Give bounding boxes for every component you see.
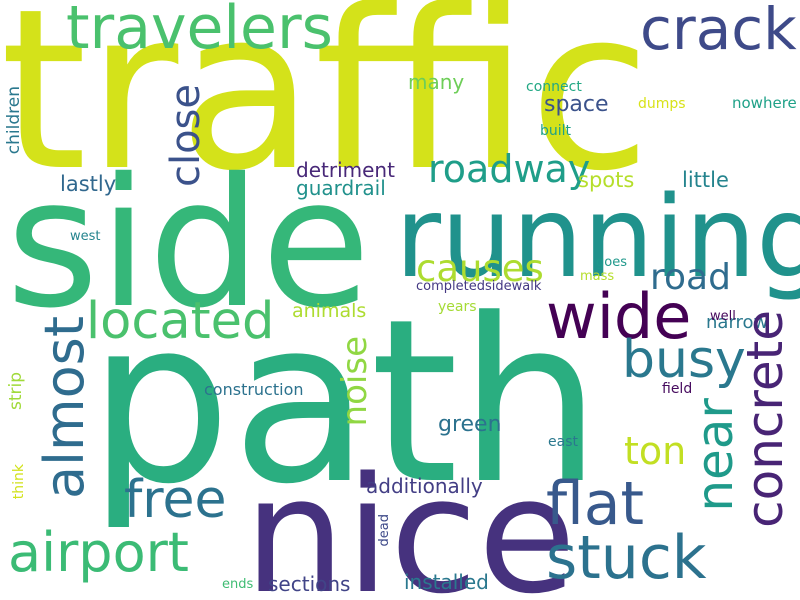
- word-construction: construction: [204, 380, 304, 399]
- word-mass: mass: [580, 269, 615, 284]
- word-east: east: [548, 434, 578, 450]
- word-side: side: [6, 140, 371, 347]
- word-free: free: [124, 470, 227, 530]
- word-nowhere: nowhere: [732, 94, 797, 112]
- word-flat: flat: [546, 469, 645, 539]
- word-additionally: additionally: [366, 474, 483, 498]
- word-years: years: [438, 299, 477, 315]
- word-goes: goes: [596, 255, 627, 270]
- word-ton: ton: [624, 429, 687, 473]
- word-space: space: [544, 92, 609, 117]
- word-running: running: [395, 173, 800, 303]
- word-busy: busy: [622, 330, 746, 390]
- word-field: field: [662, 381, 693, 397]
- word-concrete: concrete: [736, 310, 794, 528]
- word-crack: crack: [640, 0, 797, 63]
- word-green: green: [438, 412, 502, 437]
- word-narrow: narrow: [706, 312, 769, 333]
- word-lastly: lastly: [60, 172, 117, 196]
- word-west: west: [70, 229, 101, 244]
- word-detriment: detriment: [296, 158, 395, 182]
- word-near: near: [686, 398, 744, 512]
- word-traffic: traffic: [0, 0, 652, 220]
- word-dead: dead: [377, 514, 392, 547]
- word-strip: strip: [6, 372, 26, 411]
- word-noise: noise: [335, 336, 375, 427]
- word-installed: installed: [404, 570, 489, 594]
- word-little: little: [682, 168, 729, 192]
- word-many: many: [408, 70, 465, 94]
- word-well: well: [710, 309, 736, 324]
- word-guardrail: guardrail: [296, 176, 386, 200]
- word-roadway: roadway: [428, 147, 591, 191]
- word-dumps: dumps: [638, 96, 686, 112]
- word-causes: causes: [416, 247, 544, 290]
- word-wide: wide: [546, 280, 692, 353]
- word-ends: ends: [222, 577, 254, 592]
- word-connect: connect: [526, 79, 582, 95]
- word-nice: nice: [244, 442, 577, 600]
- word-road: road: [650, 257, 731, 298]
- word-built: built: [540, 123, 572, 139]
- word-children: children: [4, 86, 24, 155]
- word-stuck: stuck: [546, 523, 707, 593]
- word-completedsidewalk: completedsidewalk: [416, 279, 542, 294]
- word-sections: sections: [268, 572, 351, 596]
- word-close: close: [163, 84, 209, 188]
- word-animals: animals: [292, 300, 367, 322]
- word-spots: spots: [578, 168, 635, 192]
- word-almost: almost: [33, 316, 96, 500]
- word-airport: airport: [8, 521, 189, 584]
- word-located: located: [86, 292, 275, 351]
- word-think: think: [11, 464, 27, 500]
- word-travelers: travelers: [66, 0, 333, 63]
- word-path: path: [88, 271, 602, 534]
